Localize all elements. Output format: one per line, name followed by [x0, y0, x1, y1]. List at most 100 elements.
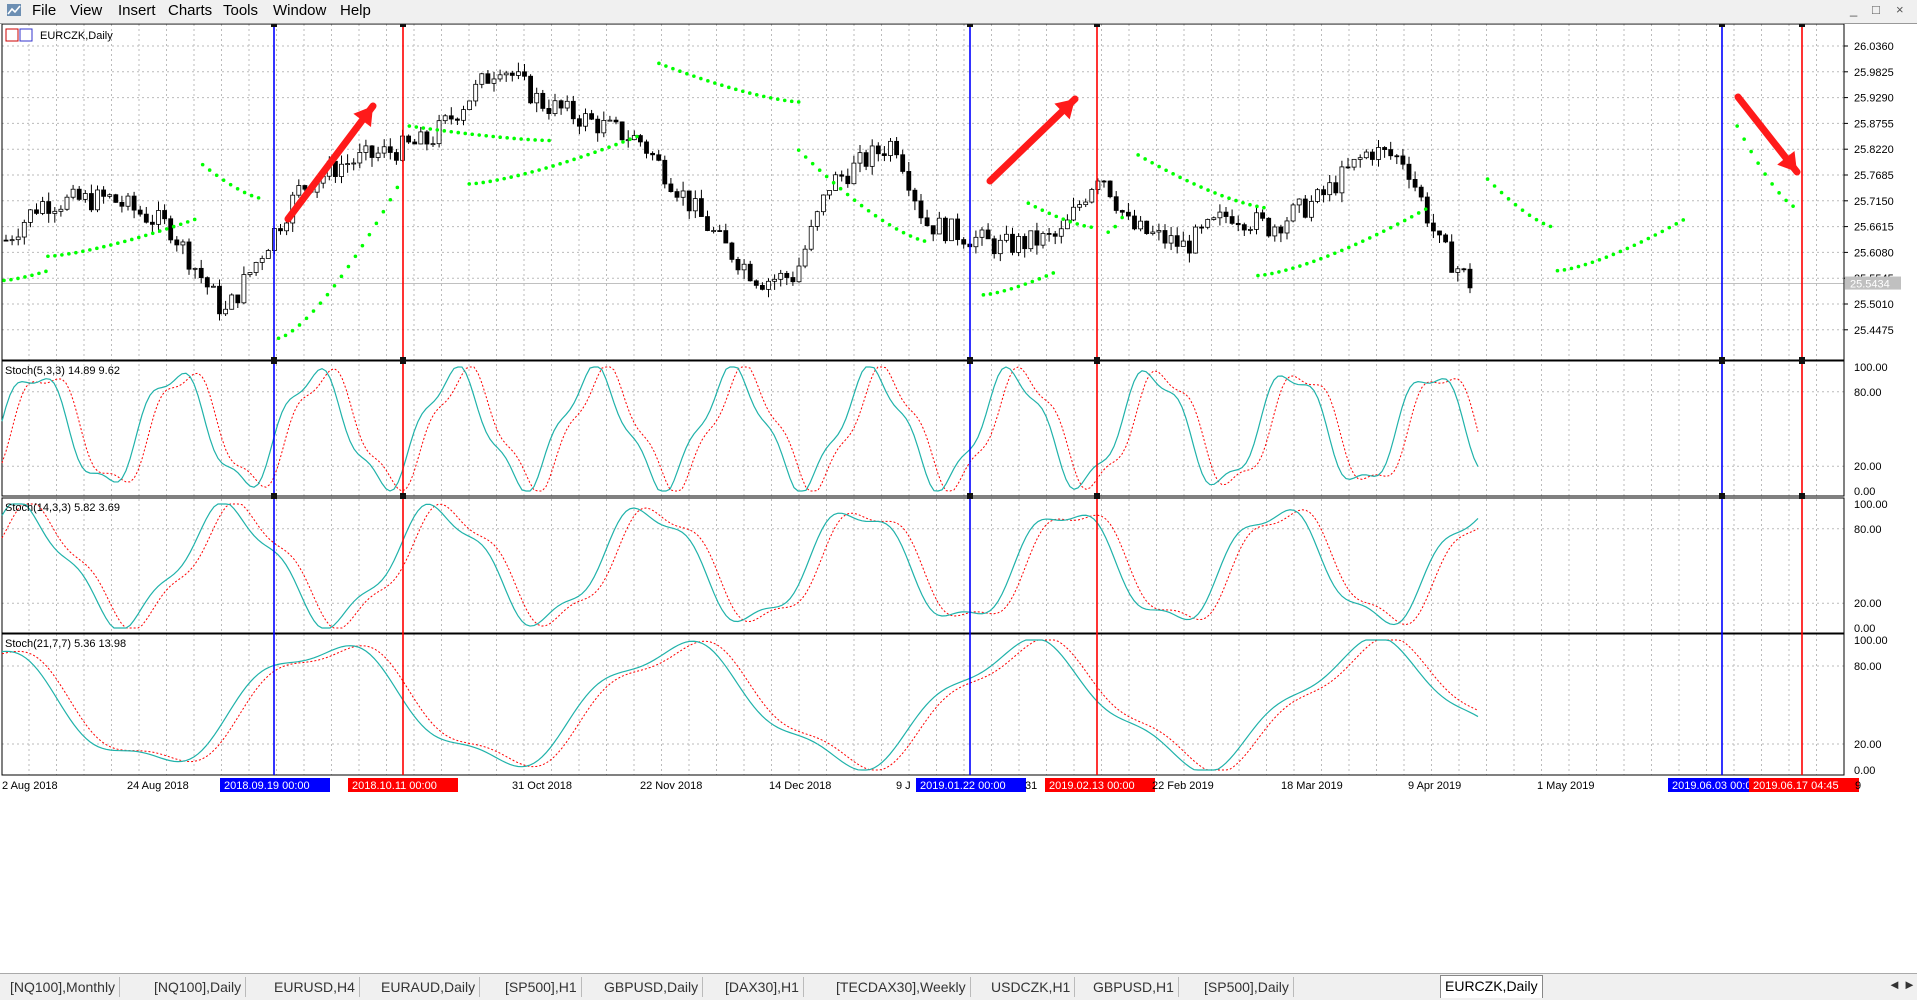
candle-body [1144, 220, 1150, 234]
candle-body [1455, 268, 1461, 273]
candle-body [1223, 211, 1229, 217]
menu-help[interactable]: Help [340, 2, 371, 19]
date-label: 9 [1855, 780, 1861, 792]
candle-body [235, 294, 241, 304]
candle-body [857, 152, 863, 164]
tab--nq100-monthly[interactable]: [NQ100],Monthly [6, 977, 121, 997]
sar-dot [565, 159, 569, 164]
tab-next-icon[interactable]: ► [1903, 977, 1916, 992]
level-label: 20.00 [1854, 461, 1882, 473]
candle-body [174, 239, 180, 246]
sar-dot [1054, 214, 1059, 219]
candle-body [125, 195, 131, 207]
tab--sp500-daily[interactable]: [SP500],Daily [1200, 977, 1294, 997]
sar-dot [1583, 262, 1588, 267]
sar-dot [845, 192, 850, 197]
tab-euraud-daily[interactable]: EURAUD,Daily [377, 977, 481, 997]
tab--dax30-h1[interactable]: [DAX30],H1 [721, 977, 804, 997]
candle-body [583, 113, 588, 127]
sar-dot [235, 187, 240, 191]
candle-body [1168, 235, 1174, 244]
candle-body [662, 159, 668, 185]
menu-tools[interactable]: Tools [223, 2, 259, 19]
candle-body [448, 115, 454, 120]
minimize-button[interactable]: _ [1850, 2, 1858, 17]
price-chart[interactable]: 2018.09.19 00:00 2018.10.11 00:00 2019.01.… [0, 21, 1917, 974]
candle-body [875, 145, 881, 155]
trend-arrows[interactable] [284, 93, 1801, 223]
sar-dot [894, 227, 899, 231]
stoch-label-1: Stoch(14,3,3) 5.82 3.69 [5, 502, 120, 514]
menu-file[interactable]: File [32, 2, 57, 19]
menu-charts[interactable]: Charts [168, 2, 213, 19]
candle-body [949, 218, 954, 242]
sar-dot [1171, 172, 1175, 176]
sar-dot [157, 229, 162, 233]
tab--tecdax30-weekly[interactable]: [TECDAX30],Weekly [832, 977, 971, 997]
candle-body [705, 216, 710, 231]
vertical-markers[interactable]: 2018.09.19 00:00 2018.10.11 00:00 2019.01.… [220, 21, 1859, 792]
marker-label-4: 2019.06.03 00:00 [1672, 780, 1758, 792]
sar-dot [256, 196, 261, 200]
chart-tabs: ◄ ► [NQ100],Monthly [NQ100],Daily EURUSD,H… [0, 973, 1917, 1000]
candle-body [479, 73, 485, 85]
menu-window[interactable]: Window [273, 2, 327, 19]
candle-body [131, 195, 137, 211]
price-tick-label: 25.8755 [1854, 118, 1894, 130]
candle-body [772, 278, 777, 282]
candle-body [1241, 224, 1247, 231]
sar-dot [789, 99, 794, 104]
tab--nq100-daily[interactable]: [NQ100],Daily [150, 977, 247, 997]
tab-gbpusd-h1[interactable]: GBPUSD,H1 [1089, 977, 1179, 997]
sar-dot [768, 96, 773, 100]
stoch-main-line [1, 639, 1479, 771]
menu-insert[interactable]: Insert [118, 2, 156, 19]
sar-dot [442, 129, 447, 133]
close-button[interactable]: × [1896, 2, 1904, 17]
sar-dot [530, 170, 534, 174]
candle-body [1077, 204, 1082, 208]
candle-body [491, 78, 497, 84]
candle-body [516, 71, 521, 76]
sar-dot [1312, 259, 1316, 264]
date-label: 2 Aug 2018 [2, 780, 58, 792]
sar-dot [1009, 286, 1014, 291]
candle-body [802, 248, 808, 267]
candle-body [692, 198, 698, 212]
candle-body [1248, 228, 1253, 231]
sar-dot [143, 233, 148, 238]
candle-body [430, 143, 436, 146]
candle-body [778, 272, 784, 280]
restore-button[interactable]: □ [1872, 2, 1880, 17]
candle-body [686, 190, 692, 212]
candle-body [162, 210, 168, 220]
chart-window[interactable]: 2018.09.19 00:00 2018.10.11 00:00 2019.01.… [0, 21, 1917, 974]
stoch-label-2: Stoch(21,7,7) 5.36 13.98 [5, 638, 126, 650]
tab-prev-icon[interactable]: ◄ [1888, 977, 1901, 992]
candle-body [1052, 233, 1058, 237]
sar-dot [685, 71, 689, 76]
tab-gbpusd-daily[interactable]: GBPUSD,Daily [600, 977, 704, 997]
sar-dot [276, 336, 281, 341]
candle-body [412, 141, 418, 145]
sar-dot [586, 152, 590, 157]
sar-dot [1646, 236, 1651, 241]
sar-dot [1485, 177, 1490, 181]
sar-dot [74, 250, 78, 255]
marker-handle [1719, 21, 1725, 27]
candle-body [1132, 215, 1137, 230]
candle-body [1400, 155, 1406, 165]
tab-eurczk-daily[interactable]: EURCZK,Daily [1440, 975, 1543, 998]
tab--sp500-h1[interactable]: [SP500],H1 [501, 977, 582, 997]
sar-dot [102, 244, 106, 249]
sar-dot [1270, 271, 1274, 276]
sar-dot [540, 138, 544, 143]
marker-handle [967, 21, 973, 27]
sar-dot [470, 132, 475, 137]
tab-eurusd-h4[interactable]: EURUSD,H4 [270, 977, 360, 997]
tab-usdczk-h1[interactable]: USDCZK,H1 [987, 977, 1076, 997]
menu-view[interactable]: View [70, 2, 103, 19]
sar-dot [304, 316, 309, 321]
marker-label-2: 2019.01.22 00:00 [920, 780, 1006, 792]
current-price-label: 25.5434 [1850, 279, 1890, 291]
